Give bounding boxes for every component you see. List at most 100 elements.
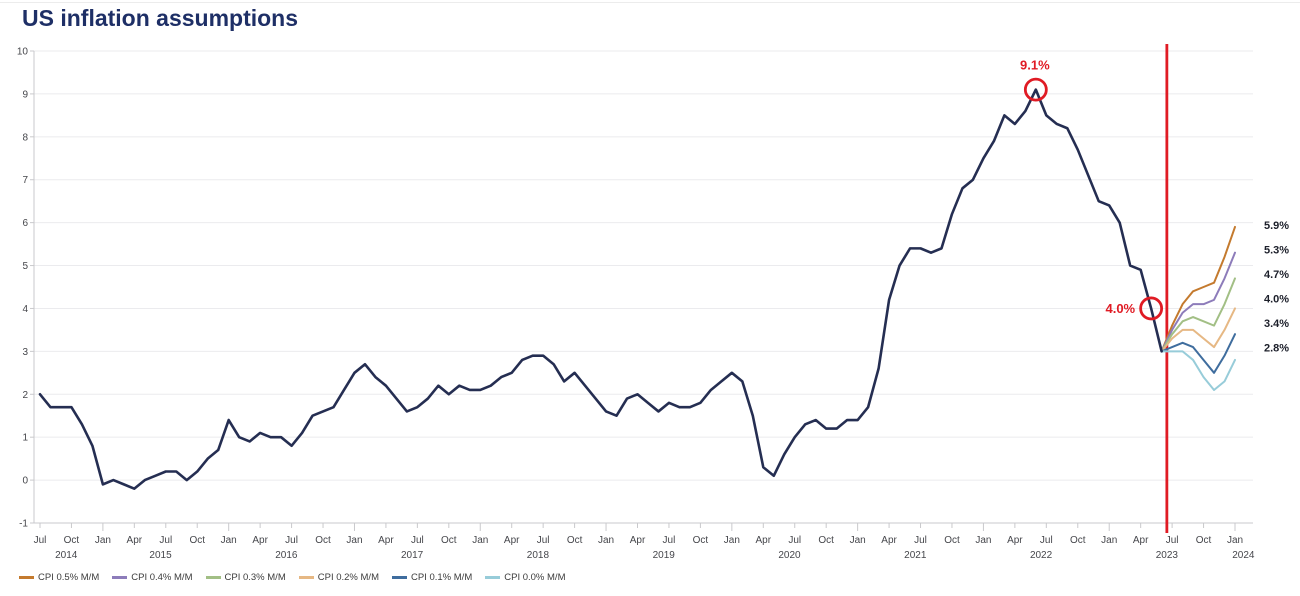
x-axis-year-label: 2022 [1030,550,1053,561]
legend-label: CPI 0.2% M/M [317,572,379,583]
x-axis-month-label: Oct [441,535,457,546]
x-axis-month-label: Apr [881,535,897,546]
legend-line-marker [392,576,407,579]
legend-item-cpi-0.0-m-m: CPI 0.0% M/M [485,572,566,583]
x-axis-year-label: 2014 [55,550,78,561]
x-axis-month-label: Apr [630,535,646,546]
y-axis-label: 10 [17,47,29,58]
projection-line-cpi-0.3-m-m [1160,277,1236,353]
x-axis-year-label: 2019 [653,550,676,561]
x-axis-month-label: Apr [1007,535,1023,546]
legend-item-cpi-0.1-m-m: CPI 0.1% M/M [392,572,472,583]
x-axis-month-label: Jan [598,535,614,546]
projection-end-label: 4.7% [1264,269,1289,281]
x-axis-month-label: Apr [378,535,394,546]
legend-item-cpi-0.3-m-m: CPI 0.3% M/M [205,572,286,583]
x-axis-month-label: Jul [159,535,172,546]
x-axis-month-label: Jul [1166,535,1179,546]
x-axis-month-label: Oct [189,535,205,546]
x-axis-month-label: Jan [346,535,362,546]
x-axis-year-label: 2016 [275,550,298,561]
x-axis-year-label: 2015 [149,550,172,561]
annotation-label-4.0%: 4.0% [1105,301,1135,316]
x-axis-month-label: Apr [252,535,268,546]
projection-end-label: 5.9% [1264,220,1289,232]
y-axis-label: 8 [22,132,28,143]
x-axis-month-label: Jul [788,535,801,546]
x-axis-month-label: Jul [663,535,676,546]
annotation-circle-4.0% [1139,296,1164,321]
x-axis-month-label: Oct [315,535,331,546]
x-axis-month-label: Oct [64,535,80,546]
x-axis-year-label: 2021 [904,550,927,561]
y-axis-label: 3 [22,347,28,358]
legend-item-cpi-0.4-m-m: CPI 0.4% M/M [112,572,193,583]
x-axis-year-label: 2018 [527,550,550,561]
x-axis-month-label: Jan [95,535,111,546]
annotation-circle-9.1% [1023,77,1048,102]
x-axis-month-label: Oct [818,535,834,546]
legend-line-marker [112,576,128,579]
x-axis-month-label: Jan [1227,535,1243,546]
x-axis-month-label: Jan [724,535,740,546]
x-axis-month-label: Apr [504,535,520,546]
x-axis-month-label: Apr [1133,535,1149,546]
x-axis-year-label: 2024 [1232,550,1255,561]
legend-line-marker [19,576,34,579]
legend-line-marker [298,576,314,579]
projection-end-label: 3.4% [1264,318,1289,330]
legend-label: CPI 0.3% M/M [224,572,286,583]
y-axis-label: -1 [19,519,28,530]
x-axis-month-label: Oct [1070,535,1086,546]
legend-label: CPI 0.0% M/M [504,572,566,583]
x-axis-month-label: Apr [127,535,143,546]
x-axis-month-label: Oct [693,535,709,546]
annotation-label-9.1%: 9.1% [1020,58,1050,73]
x-axis-month-label: Jan [975,535,991,546]
x-axis-month-label: Apr [756,535,772,546]
projection-end-label: 2.8% [1264,343,1289,355]
y-axis-label: 1 [22,433,28,444]
legend-label: CPI 0.1% M/M [411,572,473,583]
x-axis-year-label: 2023 [1156,550,1179,561]
x-axis-month-label: Jan [472,535,488,546]
x-axis-month-label: Jul [411,535,424,546]
projection-line-cpi-0.5-m-m [1160,225,1236,353]
projection-line-cpi-0.0-m-m [1160,350,1236,391]
y-axis-label: 5 [22,261,28,272]
x-axis-month-label: Jan [850,535,866,546]
projection-end-label: 5.3% [1264,245,1289,257]
projection-end-label: 4.0% [1264,294,1289,306]
y-axis-label: 0 [22,476,28,487]
x-axis-month-label: Jul [34,535,47,546]
projection-line-cpi-0.1-m-m [1160,333,1236,374]
y-axis-label: 9 [22,89,28,100]
projection-line-cpi-0.4-m-m [1160,251,1236,353]
x-axis-month-label: Jan [1101,535,1117,546]
y-axis-label: 4 [22,304,28,315]
projection-line-cpi-0.2-m-m [1160,307,1236,353]
legend-label: CPI 0.5% M/M [38,572,100,583]
x-axis-month-label: Oct [1196,535,1212,546]
legend-label: CPI 0.4% M/M [131,572,193,583]
legend-line-marker [485,576,501,579]
y-axis-label: 6 [22,218,28,229]
legend-item-cpi-0.2-m-m: CPI 0.2% M/M [298,572,379,583]
chart-legend: CPI 0.5% M/M CPI 0.4% M/M CPI 0.3% M/M CPI … [19,572,566,583]
chart-title: US inflation assumptions [22,5,299,31]
x-axis-month-label: Oct [944,535,960,546]
x-axis-year-label: 2017 [401,550,424,561]
legend-item-cpi-0.5-m-m: CPI 0.5% M/M [19,572,99,583]
x-axis-month-label: Jul [537,535,550,546]
x-axis-month-label: Jul [285,535,298,546]
x-axis-month-label: Jul [914,535,927,546]
y-axis-label: 7 [22,175,28,186]
main-cpi-line [38,88,1163,490]
legend-line-marker [205,576,221,579]
top-border-line [0,2,1300,3]
y-axis-label: 2 [22,390,28,401]
x-axis-year-label: 2020 [778,550,801,561]
x-axis-month-label: Jul [1040,535,1053,546]
